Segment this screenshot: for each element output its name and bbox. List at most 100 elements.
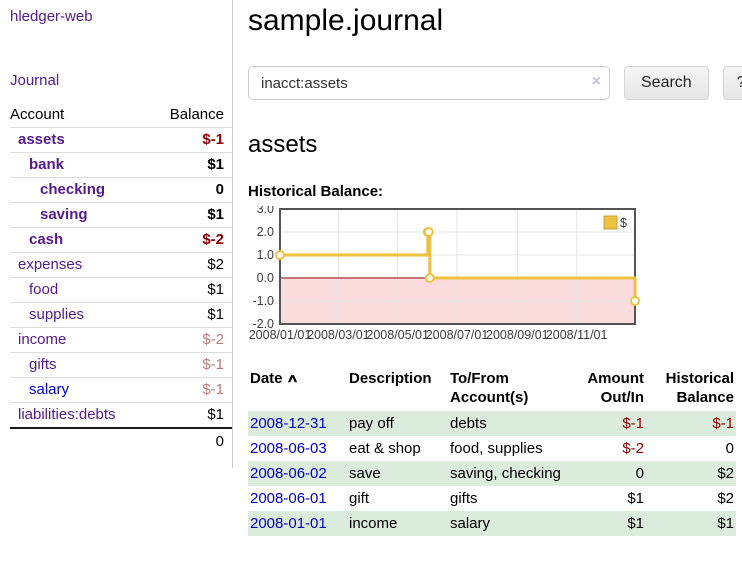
account-column-header: Account [10, 106, 65, 123]
y-tick-label: 1.0 [257, 248, 274, 262]
sidebar-account-link[interactable]: food [29, 281, 59, 298]
help-button[interactable]: ? [722, 66, 742, 100]
account-name-cell: gifts [10, 353, 150, 378]
search-form: × Search ? [248, 66, 742, 100]
account-row: cash $-2 [10, 227, 232, 253]
account-balance-value: $-1 [202, 131, 224, 148]
transaction-description: eat & shop [349, 440, 421, 457]
transaction-date-link[interactable]: 2008-01-01 [250, 515, 327, 532]
transaction-description: pay off [349, 415, 394, 432]
transaction-date-link[interactable]: 2008-12-31 [250, 415, 327, 432]
account-row: bank $1 [10, 152, 232, 178]
transaction-row: 2008-01-01 income salary $1 $1 [248, 511, 736, 536]
register-table: Date ∧ Description To/From Account(s) Am… [248, 367, 736, 536]
account-balance-value: $1 [207, 406, 224, 423]
account-balance-value: $1 [207, 206, 224, 223]
date-header-label: Date [250, 370, 283, 387]
sidebar-account-link[interactable]: checking [40, 181, 106, 198]
x-tick-label: 2008/11/01 [546, 328, 608, 342]
legend-swatch [603, 215, 618, 230]
transaction-accounts: gifts [450, 490, 478, 507]
account-name-cell: food [10, 278, 150, 303]
account-name-cell: saving [10, 203, 150, 228]
transaction-balance: $2 [717, 490, 734, 507]
sidebar-account-link[interactable]: expenses [18, 256, 83, 273]
sidebar-account-link[interactable]: salary [29, 381, 70, 398]
transaction-row: 2008-06-01 gift gifts $1 $2 [248, 486, 736, 511]
y-tick-label: -1.0 [252, 294, 274, 308]
account-name-cell: salary [10, 378, 150, 403]
y-tick-label: 2.0 [257, 225, 274, 239]
account-balance-value: 0 [215, 181, 224, 198]
x-tick-label: 2008/03/01 [307, 328, 370, 342]
transaction-description: gift [349, 490, 370, 507]
y-tick-label: -2.0 [252, 317, 274, 331]
sidebar-item-journal[interactable]: Journal [10, 72, 60, 89]
legend-label: $ [620, 216, 627, 230]
account-row: saving $1 [10, 202, 232, 228]
search-input[interactable] [248, 66, 610, 100]
sidebar-account-link[interactable]: assets [18, 131, 65, 148]
search-input-wrap: × [248, 66, 610, 100]
balance-column-header: Balance [169, 106, 224, 123]
account-name-cell: income [10, 328, 150, 353]
sidebar-account-link[interactable]: saving [40, 206, 88, 223]
transaction-amount: $-2 [622, 440, 644, 457]
x-tick-label: 2008/05/01 [366, 328, 429, 342]
app-title-link[interactable]: hledger-web [10, 8, 93, 25]
account-row: supplies $1 [10, 302, 232, 328]
sidebar-account-link[interactable]: liabilities:debts [18, 406, 116, 423]
data-point-marker [424, 273, 435, 283]
page-title: sample.journal [248, 4, 444, 37]
account-balance-value: $2 [207, 256, 224, 273]
account-balance-value: $-1 [202, 356, 224, 373]
x-tick-label: 2008/01/01 [249, 328, 312, 342]
x-tick-label: 2008/07/01 [426, 328, 489, 342]
chart-title: Historical Balance: [248, 183, 384, 200]
y-tick-label: 3.0 [257, 206, 274, 216]
transaction-amount: 0 [635, 465, 644, 482]
transaction-amount: $-1 [622, 415, 644, 432]
transaction-amount: $1 [627, 515, 644, 532]
main-content: sample.journal × Search ? assets Histori… [233, 0, 742, 536]
clear-search-icon[interactable]: × [591, 73, 601, 90]
transaction-date-link[interactable]: 2008-06-03 [250, 440, 327, 457]
transaction-date-cell: 2008-06-03 [248, 436, 347, 461]
account-row: checking 0 [10, 177, 232, 203]
account-row: liabilities:debts $1 [10, 402, 232, 429]
sidebar-account-link[interactable]: bank [29, 156, 65, 173]
transaction-date-cell: 2008-06-01 [248, 486, 347, 511]
account-balance-value: $1 [207, 306, 224, 323]
account-balance-value: $1 [207, 156, 224, 173]
transaction-description: save [349, 465, 381, 482]
sidebar-account-link[interactable]: gifts [29, 356, 57, 373]
account-balance-value: $1 [207, 281, 224, 298]
x-tick-label: 2008/09/01 [486, 328, 549, 342]
sidebar-account-link[interactable]: supplies [29, 306, 85, 323]
account-balance-table: Account Balance assets $-1 bank $1 checking 0… [10, 103, 232, 454]
transaction-date-link[interactable]: 2008-06-01 [250, 490, 327, 507]
account-total-value: 0 [149, 427, 232, 454]
account-row: expenses $2 [10, 252, 232, 278]
date-column-header[interactable]: Date ∧ [248, 367, 347, 411]
sidebar-account-link[interactable]: cash [29, 231, 64, 248]
account-name-cell: supplies [10, 303, 150, 328]
transaction-row: 2008-06-02 save saving, checking 0 $2 [248, 461, 736, 486]
transaction-row: 2008-12-31 pay off debts $-1 $-1 [248, 411, 736, 436]
historical-balance-chart: 3.0 2.0 1.0 0.0 -1.0 -2.02008/01/012008/03/01… [249, 206, 640, 342]
search-button[interactable]: Search [624, 66, 709, 100]
sort-asc-icon: ∧ [285, 372, 299, 385]
account-balance-value: $-2 [202, 231, 224, 248]
transaction-accounts: salary [450, 515, 491, 532]
data-point-marker [630, 296, 640, 306]
data-point-marker [275, 250, 285, 260]
data-point-marker [423, 227, 434, 237]
account-name-cell: cash [10, 228, 150, 253]
sidebar-account-link[interactable]: income [18, 331, 67, 348]
account-heading: assets [248, 131, 318, 158]
account-total-spacer [10, 427, 150, 454]
accounts-column-header: To/From Account(s) [450, 370, 529, 406]
account-total-row: 0 [10, 427, 232, 454]
account-row: food $1 [10, 277, 232, 303]
transaction-date-link[interactable]: 2008-06-02 [250, 465, 327, 482]
